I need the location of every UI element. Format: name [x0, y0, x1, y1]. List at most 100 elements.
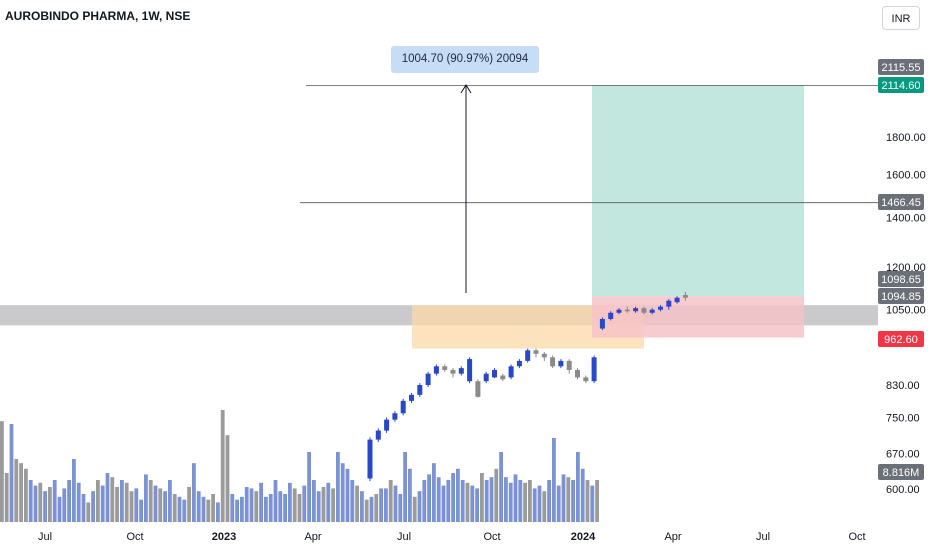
candle-body — [409, 394, 414, 401]
measure-arrow — [460, 84, 472, 293]
volume-bar — [225, 435, 230, 522]
volume-bar — [456, 468, 460, 522]
volume-bar — [62, 488, 67, 522]
volume-bar — [0, 421, 4, 522]
volume-bar — [480, 473, 484, 522]
candle-body — [375, 430, 381, 440]
volume-bar — [110, 477, 115, 522]
volume-bar — [153, 485, 158, 522]
candle-body — [658, 306, 663, 310]
volume-bar — [547, 480, 551, 522]
candle-body — [483, 373, 489, 382]
candle-body — [467, 359, 473, 382]
volume-bar — [292, 488, 297, 522]
y-tick-label: 1400.00 — [886, 213, 926, 225]
candle-body — [558, 360, 564, 367]
candle-body — [541, 353, 547, 358]
price-tag-label: 1466.45 — [881, 197, 921, 209]
volume-bar — [556, 485, 561, 522]
volume-bar — [240, 496, 244, 522]
volume-bar — [321, 487, 326, 522]
volume-bar — [360, 491, 364, 522]
volume-bar — [201, 496, 206, 522]
volume-bar — [504, 477, 508, 522]
volume-bar — [312, 480, 316, 522]
volume-bar — [561, 474, 566, 522]
y-tick-label: 1200.00 — [886, 262, 926, 274]
volume-bar — [105, 473, 110, 522]
price-tag-label: 2114.60 — [882, 80, 921, 92]
volume-bar — [350, 480, 355, 522]
volume-bar — [302, 485, 307, 522]
candle-body — [599, 318, 605, 329]
volume-layer — [0, 410, 599, 522]
candle-body — [433, 366, 439, 374]
volume-bar — [134, 488, 139, 522]
x-axis: Jul Oct 2023 Apr Jul Oct 2024 Apr Jul Oct — [38, 531, 866, 543]
volume-bar — [235, 499, 239, 522]
y-tick-label: 750.00 — [886, 413, 920, 425]
volume-bar — [494, 468, 499, 522]
volume-bar — [417, 491, 422, 522]
x-tick-label: 2023 — [212, 531, 236, 543]
volume-bar — [379, 488, 383, 522]
volume-bar — [268, 494, 273, 522]
price-tag-label: 1094.85 — [881, 291, 921, 303]
chart-title: AUROBINDO PHARMA, 1W, NSE — [5, 9, 191, 23]
price-tags: 2115.55 2114.60 1466.45 1098.65 1094.85 962.6… — [878, 59, 924, 480]
volume-bar — [571, 480, 575, 522]
volume-bar — [408, 468, 412, 522]
volume-bar — [595, 480, 599, 522]
volume-bar — [187, 487, 191, 522]
volume-bar — [576, 452, 580, 522]
price-tag — [878, 59, 924, 75]
volume-bar — [24, 468, 28, 522]
x-tick-label: 2024 — [571, 531, 596, 543]
price-tag-label: 1098.65 — [881, 274, 921, 286]
volume-bar — [81, 494, 86, 522]
target-zone — [592, 85, 804, 297]
volume-bar — [100, 485, 105, 522]
volume-bar — [158, 488, 163, 522]
y-tick-label: 830.00 — [886, 380, 920, 392]
candle-body — [384, 419, 390, 431]
volume-bar — [168, 480, 172, 522]
volume-bar — [460, 480, 465, 522]
candle-body — [516, 360, 522, 367]
y-tick-label: 600.00 — [886, 484, 920, 496]
candle-body — [575, 369, 580, 378]
candle-body — [417, 385, 423, 395]
volume-bar — [489, 477, 494, 522]
volume-bar — [33, 485, 38, 522]
volume-bar — [124, 482, 129, 522]
candle-body — [674, 297, 680, 303]
volume-bar — [216, 502, 220, 522]
volume-bar — [307, 452, 311, 522]
candle-body — [682, 295, 688, 298]
y-axis: 600.00670.00750.00830.00950.001050.00120… — [886, 132, 926, 496]
y-tick-label: 1050.00 — [886, 305, 926, 317]
volume-bar — [9, 424, 14, 522]
volume-bar — [393, 485, 398, 522]
volume-bar — [192, 463, 196, 522]
volume-bar — [364, 499, 369, 522]
candle-body — [583, 377, 589, 382]
volume-bar — [19, 463, 23, 522]
candles-layer — [367, 291, 688, 482]
currency-button[interactable]: INR — [882, 6, 920, 30]
price-tag — [878, 288, 924, 304]
volume-bar — [249, 488, 254, 522]
price-tag-label: 2115.55 — [882, 62, 921, 74]
volume-bar — [532, 488, 537, 522]
volume-bar — [518, 480, 523, 522]
volume-bar — [264, 496, 268, 522]
x-tick-label: Jul — [397, 531, 411, 543]
volume-bar — [384, 488, 388, 522]
volume-bar — [398, 494, 403, 522]
candle-body — [649, 309, 655, 313]
volume-bar — [475, 488, 479, 522]
volume-bar — [196, 491, 201, 522]
volume-bar — [297, 494, 302, 522]
candle-body — [608, 312, 614, 319]
